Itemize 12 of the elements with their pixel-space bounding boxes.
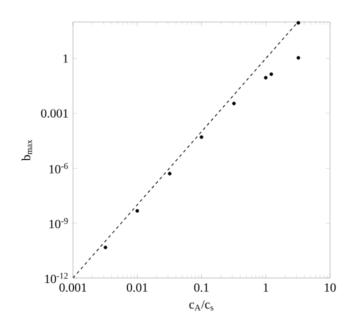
x-tick-label: 10 (324, 283, 336, 292)
x-tick-label: 0.1 (194, 283, 209, 292)
y-tick-label: 0.001 (41, 109, 68, 118)
x-axis-title: c$_{A}$/c$_{s}$ (189, 300, 214, 310)
y-tick-label: 10$^{-9}$ (50, 218, 68, 228)
x-tick-label: 1 (264, 283, 268, 292)
y-axis-title: b$_{max}$ (22, 140, 32, 161)
x-tick-label: 0.001 (59, 283, 86, 292)
y-tick-label: 1 (64, 54, 68, 63)
x-tick-label: 0.01 (126, 283, 148, 292)
y-tick-label: 10$^{-6}$ (50, 163, 68, 174)
y-tick-label: 10$^{-12}$ (45, 272, 68, 284)
